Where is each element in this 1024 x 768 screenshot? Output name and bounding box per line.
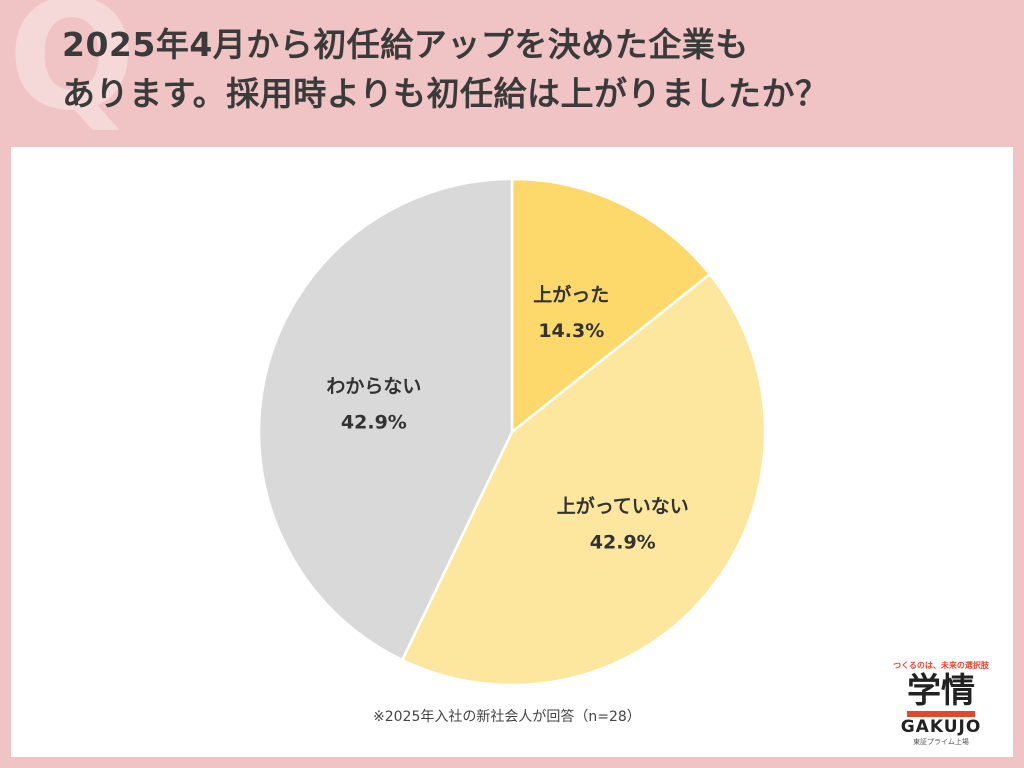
logo-roman: GAKUJO	[900, 717, 982, 737]
pie-slice-2	[257, 177, 514, 662]
slice-category-label-1: 上がっていない	[557, 494, 689, 517]
question-title-line-2: あります。採用時よりも初任給は上がりましたか？	[62, 74, 829, 113]
slice-value-label-0: 14.3%	[538, 320, 604, 342]
sample-note: ※2025年入社の新社会人が回答（n=28）	[373, 709, 641, 725]
logo-kanji: 学情	[907, 671, 975, 711]
gakujo-logo: つくるのは、未来の選択肢 学情 GAKUJO 東証プライム上場	[881, 660, 1001, 747]
q-mark-decoration: Q	[8, 0, 136, 144]
question-title-line-1: 2025年4月から初任給アップを決めた企業も	[62, 25, 749, 64]
slice-category-label-2: わからない	[326, 375, 421, 397]
pie-slice-0	[510, 177, 712, 435]
chart-panel: 上がった 14.3% 上がっていない 42.9% わからない 42.9% ※2025年入社…	[11, 147, 1013, 757]
pie-slice-1	[400, 272, 767, 687]
slice-category-label-0: 上がった	[533, 283, 609, 306]
logo-tagline: つくるのは、未来の選択肢	[893, 661, 989, 670]
slice-value-label-1: 42.9%	[590, 531, 656, 553]
slice-value-label-2: 42.9%	[341, 411, 407, 433]
pie-chart: 上がった 14.3% 上がっていない 42.9% わからない 42.9%	[257, 177, 767, 687]
logo-sub: 東証プライム上場	[913, 738, 969, 746]
logo-accent-bar	[907, 711, 975, 717]
pie-labels: 上がった 14.3% 上がっていない 42.9% わからない 42.9%	[326, 283, 688, 553]
pie-slices	[257, 177, 767, 687]
question-header: 2025年4月から初任給アップを決めた企業も あります。採用時よりも初任給は上が…	[62, 20, 1004, 118]
